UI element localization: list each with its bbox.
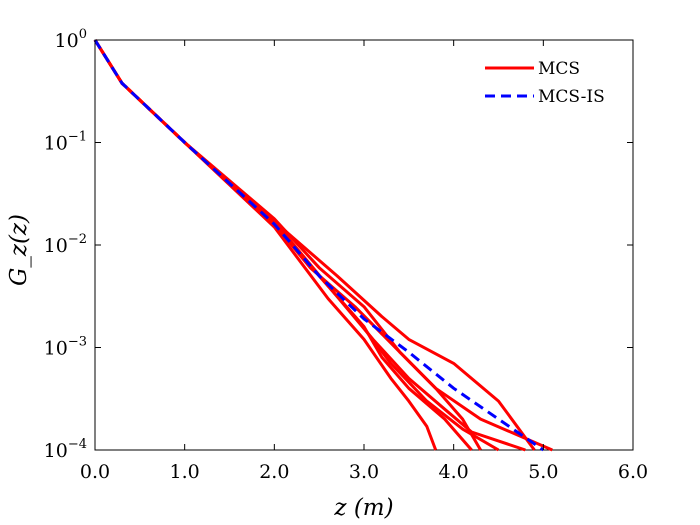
y-axis-title: G_z(z) [6,214,32,286]
x-tick-label: 6.0 [618,461,648,483]
y-tick-label: 10−3 [44,335,87,360]
y-tick-label: 10−2 [44,232,87,257]
y-tick-label: 10−4 [44,437,87,462]
series-line-mcs-is [93,39,545,452]
x-axis-title: z (m) [333,495,393,521]
y-axis-ticks: 100 10−1 10−2 10−3 10−4 [44,27,633,462]
x-tick-label: 4.0 [439,461,469,483]
legend-label-mcs-is: MCS-IS [538,87,605,107]
legend-label-mcs: MCS [538,59,580,79]
y-tick-label: 100 [55,27,87,52]
x-tick-label: 5.0 [528,461,558,483]
x-tick-label: 3.0 [349,461,379,483]
x-tick-label: 1.0 [170,461,200,483]
legend: MCS MCS-IS [485,59,605,107]
x-tick-label: 2.0 [259,461,289,483]
y-tick-label: 10−1 [44,130,87,155]
x-tick-label: 0.0 [80,461,110,483]
plot-frame [94,39,634,451]
x-axis-ticks: 0.0 1.0 2.0 3.0 4.0 5.0 6.0 [80,40,648,483]
series-line-mcs-6 [93,39,473,451]
series-layer [93,39,553,452]
